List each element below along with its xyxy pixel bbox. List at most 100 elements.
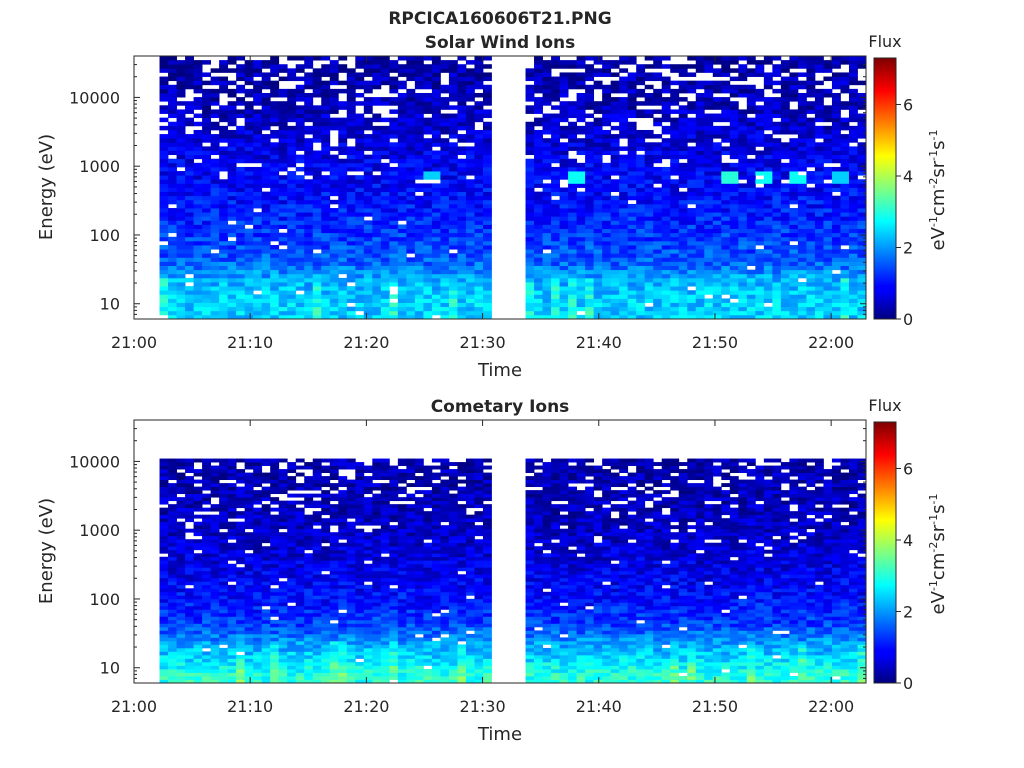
spectrogram-cell xyxy=(389,187,399,193)
spectrogram-cell xyxy=(814,261,824,266)
spectrogram-cell xyxy=(857,183,867,188)
spectrogram-cell xyxy=(278,294,288,299)
spectrogram-cell xyxy=(831,129,841,135)
spectrogram-cell xyxy=(329,76,339,82)
spectrogram-cell xyxy=(525,220,535,225)
spectrogram-cell xyxy=(661,273,671,279)
spectrogram-cell xyxy=(176,203,186,209)
spectrogram-cell xyxy=(168,121,177,127)
spectrogram-cell xyxy=(525,240,535,246)
spectrogram-cell xyxy=(389,249,399,254)
spectrogram-cell xyxy=(772,199,782,205)
spectrogram-cell xyxy=(670,249,680,254)
spectrogram-cell xyxy=(202,265,211,271)
spectrogram-cell xyxy=(176,560,186,565)
spectrogram-cell xyxy=(704,166,714,172)
spectrogram-cell xyxy=(270,68,280,73)
spectrogram-cell xyxy=(287,101,297,106)
spectrogram-cell xyxy=(185,630,194,635)
spectrogram-cell xyxy=(627,216,637,221)
spectrogram-cell xyxy=(559,294,569,299)
spectrogram-cell xyxy=(661,228,671,234)
spectrogram-cell xyxy=(176,679,186,684)
spectrogram-cell xyxy=(482,294,492,299)
spectrogram-cell xyxy=(244,265,254,271)
spectrogram-cell xyxy=(644,228,654,234)
spectrogram-cell xyxy=(712,166,722,172)
spectrogram-cell xyxy=(712,228,722,234)
spectrogram-cell xyxy=(465,158,475,164)
spectrogram-cell xyxy=(431,68,441,73)
spectrogram-cell xyxy=(448,257,458,262)
spectrogram-cell xyxy=(482,72,492,77)
spectrogram-cell xyxy=(780,310,790,316)
spectrogram-cell xyxy=(355,166,365,172)
spectrogram-cell xyxy=(534,208,543,213)
spectrogram-cell xyxy=(168,298,177,303)
spectrogram-cell xyxy=(482,199,492,205)
spectrogram-cell xyxy=(525,97,535,102)
spectrogram-cell xyxy=(678,134,688,139)
spectrogram-cell xyxy=(465,105,475,110)
spectrogram-cell xyxy=(363,257,373,262)
spectrogram-cell xyxy=(789,64,799,69)
spectrogram-cell xyxy=(576,277,586,283)
spectrogram-cell xyxy=(763,212,773,217)
spectrogram-cell xyxy=(355,282,365,287)
spectrogram-cell xyxy=(321,245,331,250)
spectrogram-cell xyxy=(219,290,229,295)
spectrogram-cell xyxy=(848,97,858,102)
spectrogram-cell xyxy=(636,306,646,312)
spectrogram-cell xyxy=(193,97,203,102)
spectrogram-cell xyxy=(644,92,654,98)
spectrogram-cell xyxy=(270,212,280,217)
spectrogram-cell xyxy=(482,158,492,164)
spectrogram-cell xyxy=(287,245,297,250)
spectrogram-cell xyxy=(321,216,331,221)
spectrogram-cell xyxy=(346,121,356,127)
spectrogram-cell xyxy=(346,265,356,271)
spectrogram-cell xyxy=(585,150,595,156)
spectrogram-cell xyxy=(610,228,620,234)
spectrogram-cell xyxy=(534,273,543,279)
spectrogram-cell xyxy=(738,249,748,254)
spectrogram-cell xyxy=(295,121,305,127)
spectrogram-cell xyxy=(159,195,169,201)
spectrogram-cell xyxy=(448,80,458,86)
spectrogram-cell xyxy=(780,109,790,114)
spectrogram-cell xyxy=(653,277,663,283)
spectrogram-cell xyxy=(559,212,569,217)
spectrogram-cell xyxy=(431,166,441,172)
spectrogram-cell xyxy=(423,249,433,254)
spectrogram-cell xyxy=(287,282,297,287)
spectrogram-cell xyxy=(772,232,782,238)
spectrogram-cell xyxy=(525,224,535,229)
spectrogram-cell xyxy=(406,166,416,172)
spectrogram-cell xyxy=(542,171,552,176)
spectrogram-cell xyxy=(593,302,603,308)
spectrogram-cell xyxy=(168,175,177,180)
spectrogram-cell xyxy=(474,175,484,180)
spectrogram-cell xyxy=(695,121,705,127)
spectrogram-cell xyxy=(670,117,680,123)
spectrogram-cell xyxy=(321,97,331,102)
spectrogram-cell xyxy=(423,302,433,308)
spectrogram-cell xyxy=(278,105,288,110)
spectrogram-cell xyxy=(644,72,654,77)
spectrogram-cell xyxy=(202,294,211,299)
spectrogram-cell xyxy=(465,302,475,308)
spectrogram-cell xyxy=(627,109,637,114)
spectrogram-cell xyxy=(644,298,654,303)
spectrogram-cell xyxy=(653,298,663,303)
spectrogram-cell xyxy=(482,166,492,172)
spectrogram-cell xyxy=(712,125,722,131)
spectrogram-cell xyxy=(636,166,646,172)
spectrogram-cell xyxy=(355,64,365,69)
spectrogram-cell xyxy=(295,220,305,225)
spectrogram-cell xyxy=(261,109,271,114)
spectrogram-cell xyxy=(244,72,254,77)
spectrogram-cell xyxy=(806,286,816,291)
spectrogram-cell xyxy=(644,187,654,193)
spectrogram-cell xyxy=(831,236,841,242)
spectrogram-cell xyxy=(176,269,186,275)
